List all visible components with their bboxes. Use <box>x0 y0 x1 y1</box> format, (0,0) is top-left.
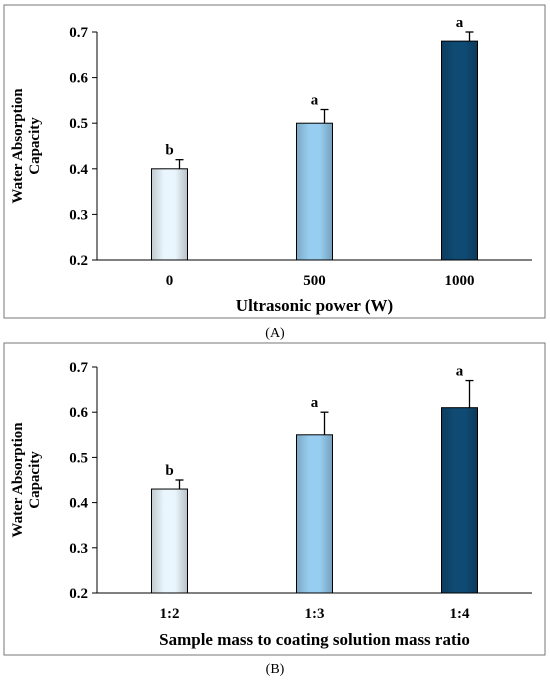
x-tick-label: 1000 <box>445 273 475 289</box>
significance-label: a <box>456 15 464 31</box>
significance-label: a <box>311 395 319 411</box>
significance-label: a <box>311 93 319 109</box>
y-axis-title-line: Water Absorption <box>10 422 26 538</box>
y-tick-label: 0.5 <box>69 450 88 466</box>
plot-b: 0.2 0.3 0.4 0.5 0.6 0.7 Water Absorption Capaci… <box>10 360 532 649</box>
x-tick-label: 500 <box>303 273 326 289</box>
x-tick-label: 1:2 <box>160 606 180 622</box>
y-tick-label: 0.4 <box>69 496 88 512</box>
y-axis-title-line: Capacity <box>27 117 43 175</box>
significance-label: b <box>165 143 173 159</box>
bar-shading <box>441 41 478 261</box>
bar-shading <box>151 489 188 593</box>
bar-group <box>441 407 478 594</box>
bar-shading <box>441 407 478 593</box>
y-tick-label: 0.4 <box>69 162 88 178</box>
x-axis-title: Ultrasonic power (W) <box>236 296 393 315</box>
chart-panel-a: 0.2 0.3 0.4 0.5 0.6 0.7 Water Absorption Capaci… <box>3 4 546 319</box>
panel-b-label: (B) <box>266 662 285 677</box>
bar-shading <box>151 168 188 260</box>
y-tick-label: 0.3 <box>69 541 88 557</box>
plot-a: 0.2 0.3 0.4 0.5 0.6 0.7 Water Absorption Capaci… <box>10 15 532 315</box>
bar-group <box>296 434 333 594</box>
y-axis-title-line: Capacity <box>27 451 43 509</box>
chart-panel-b: 0.2 0.3 0.4 0.5 0.6 0.7 Water Absorption Capaci… <box>3 342 546 656</box>
bar-group <box>296 122 333 261</box>
bar-shading <box>296 123 333 260</box>
x-tick-label: 1:4 <box>450 606 470 622</box>
bar-group <box>151 488 188 594</box>
significance-label: a <box>456 364 464 380</box>
y-tick-label: 0.6 <box>69 71 88 87</box>
bar-shading <box>296 434 333 593</box>
y-tick-label: 0.3 <box>69 207 88 223</box>
y-tick-label: 0.7 <box>69 25 88 41</box>
x-tick-label: 0 <box>166 273 174 289</box>
y-tick-label: 0.2 <box>69 253 88 269</box>
y-tick-label: 0.6 <box>69 405 88 421</box>
panel-a-label: (A) <box>265 326 285 341</box>
bar-group <box>151 168 188 261</box>
x-tick-label: 1:3 <box>305 606 325 622</box>
significance-label: b <box>165 463 173 479</box>
bar-group <box>441 40 478 261</box>
y-tick-label: 0.7 <box>69 360 88 376</box>
x-axis-title: Sample mass to coating solution mass rat… <box>159 630 470 649</box>
y-tick-label: 0.5 <box>69 116 88 132</box>
y-axis-title-line: Water Absorption <box>10 88 26 204</box>
y-tick-label: 0.2 <box>69 586 88 602</box>
